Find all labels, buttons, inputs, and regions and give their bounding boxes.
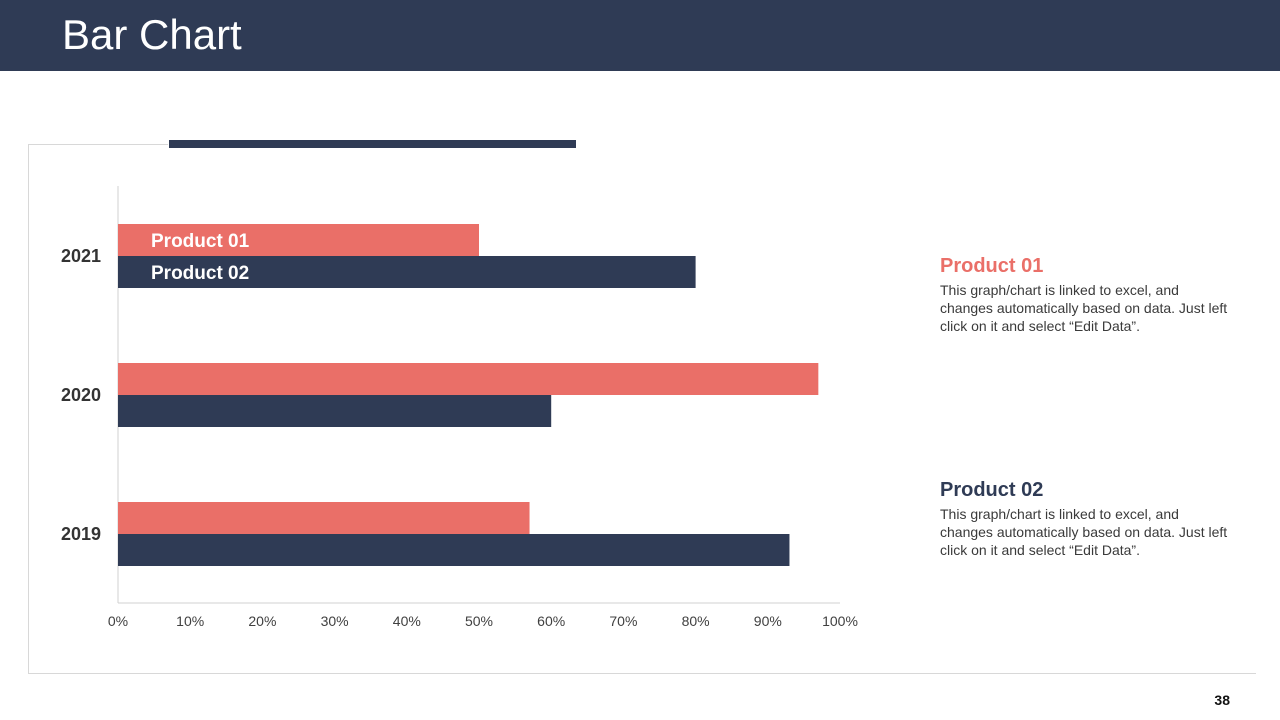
x-tick-label: 40% [393,613,421,629]
y-category-label: 2020 [61,385,101,405]
legend-product02-description: This graph/chart is linked to excel, and… [940,506,1228,558]
x-tick-label: 100% [822,613,858,629]
bar-product01[interactable] [118,224,479,256]
x-tick-label: 20% [248,613,276,629]
x-tick-label: 70% [609,613,637,629]
bar-product02[interactable] [118,256,696,288]
page-title: Bar Chart [62,11,242,58]
bar-product01[interactable] [118,502,530,534]
x-tick-label: 90% [754,613,782,629]
x-tick-label: 80% [682,613,710,629]
frame-line-bottom [28,673,1256,674]
decorative-accent-bar [169,140,576,148]
y-category-label: 2021 [61,246,101,266]
x-tick-label: 0% [108,613,128,629]
frame-line-left [28,145,29,673]
header-bar: Bar Chart [0,0,1280,71]
legend-product01-title: Product 01 [940,255,1044,277]
legend-product01-description: This graph/chart is linked to excel, and… [940,282,1228,334]
bar-product02[interactable] [118,534,790,566]
bar-data-label: Product 01 [151,231,250,252]
y-category-label: 2019 [61,524,101,544]
bar-product02[interactable] [118,395,552,427]
legend-product01: Product 01 This graph/chart is linked to… [940,254,1240,335]
page-number: 38 [1214,692,1230,708]
bar-data-label: Product 02 [151,263,249,284]
bar-product01[interactable] [118,363,819,395]
x-tick-label: 30% [321,613,349,629]
x-tick-label: 50% [465,613,493,629]
x-tick-label: 60% [537,613,565,629]
x-tick-label: 10% [176,613,204,629]
legend-product02: Product 02 This graph/chart is linked to… [940,478,1240,559]
frame-line-top [28,144,168,145]
legend-product02-title: Product 02 [940,479,1044,501]
